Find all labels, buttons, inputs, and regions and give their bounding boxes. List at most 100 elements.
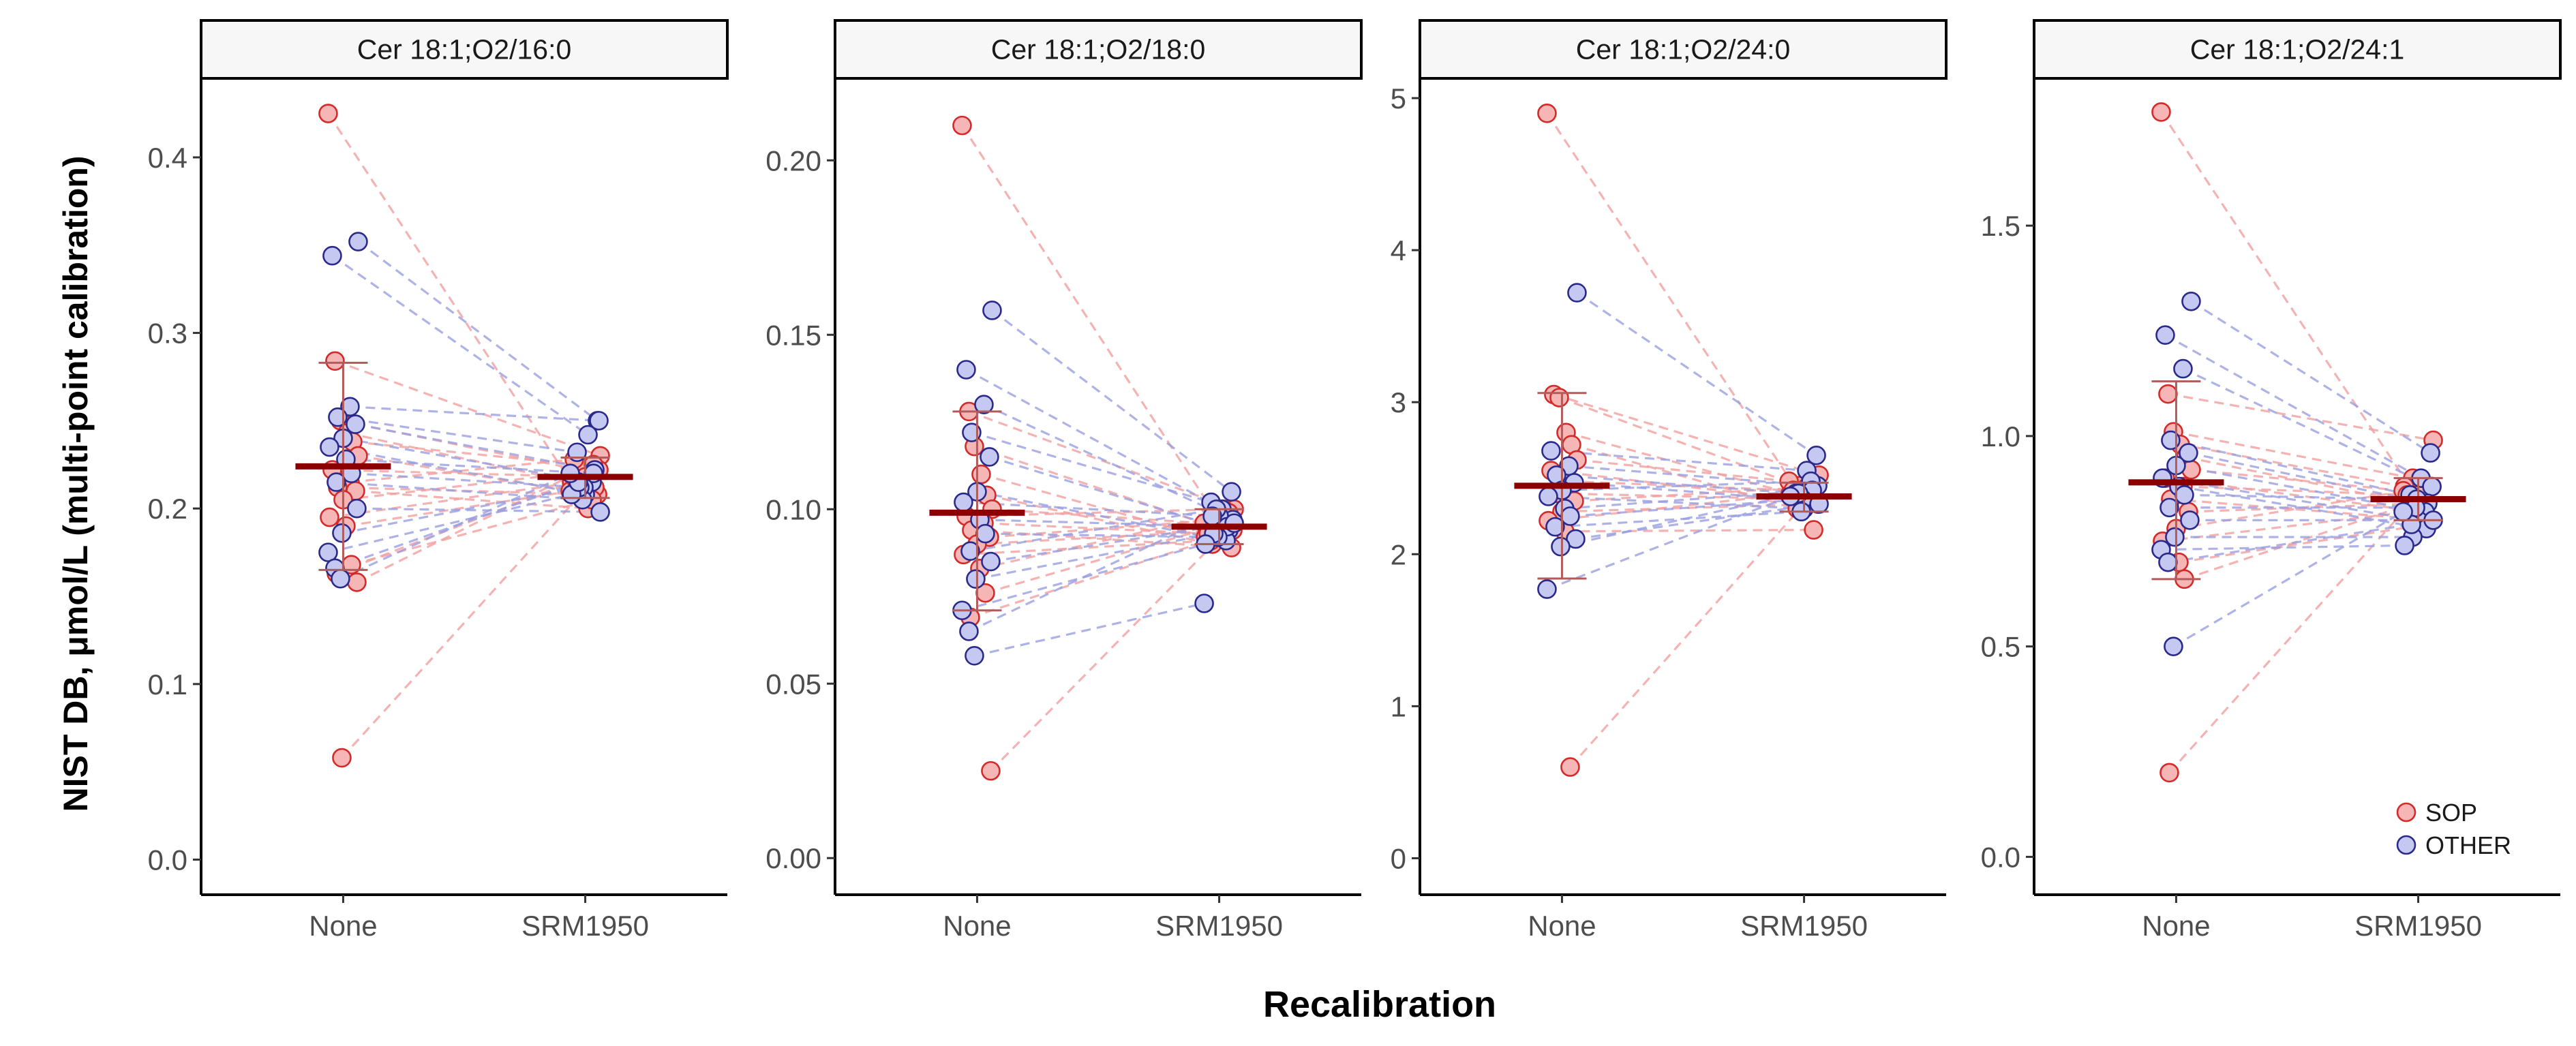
paired-line-other	[2161, 544, 2405, 551]
paired-line-other	[2172, 510, 2404, 648]
point-other	[340, 397, 360, 417]
point-other	[2395, 536, 2414, 555]
x-tick-label: SRM1950	[521, 910, 649, 942]
paired-line-other	[2164, 334, 2422, 480]
paired-line-other	[963, 501, 1219, 518]
paired-line-sop	[992, 508, 1204, 525]
y-tick-label: 0	[1391, 842, 1406, 874]
point-other	[348, 232, 368, 251]
paired-line-other	[342, 486, 580, 534]
paired-line-other	[1574, 481, 1814, 502]
paired-line-other	[337, 416, 577, 454]
point-other	[954, 492, 973, 512]
y-tick-label: 0.15	[766, 319, 821, 351]
x-tick-label: None	[1528, 910, 1596, 942]
paired-line-sop	[1558, 396, 1800, 487]
point-sop	[1537, 104, 1557, 123]
y-tick-label: 0.10	[766, 493, 821, 525]
facet-strip	[1419, 19, 1948, 80]
point-sop	[981, 760, 1001, 781]
paired-line-sop	[341, 490, 585, 759]
x-tick-label: None	[309, 910, 377, 942]
point-other	[1194, 594, 1214, 613]
point-other	[2165, 527, 2185, 547]
point-other	[966, 569, 986, 589]
point-other	[981, 551, 1001, 572]
paired-line-sop	[2191, 468, 2404, 492]
point-other	[2158, 552, 2178, 572]
point-other	[2164, 636, 2183, 656]
point-sop	[347, 572, 367, 592]
panel-1: Cer 18:1;O2/16:0 0.0 0.1 0.2 0.3 0.4 None SRM19…	[148, 19, 729, 942]
point-other	[1539, 487, 1558, 506]
point-other	[2175, 485, 2194, 505]
point-sop	[1804, 520, 1823, 540]
paired-line-other	[975, 532, 1214, 581]
y-tick-label: 0.20	[766, 144, 821, 176]
x-tick-label: SRM1950	[1740, 910, 1868, 942]
y-tick-label: 0.0	[148, 844, 187, 876]
paired-line-other	[331, 254, 589, 436]
paired-line-other	[1570, 498, 1803, 518]
paired-line-other	[336, 480, 583, 501]
paired-line-other	[991, 309, 1232, 493]
paired-line-other	[346, 458, 594, 475]
panel-2: Cer 18:1;O2/18:0 0.00 0.05 0.10 0.15 0.20 None…	[766, 19, 1363, 942]
paired-line-other	[1560, 492, 1799, 548]
paired-line-sop	[1577, 459, 1789, 482]
paired-line-other	[988, 455, 1230, 532]
paired-line-sop	[971, 529, 1232, 549]
paired-line-sop	[335, 476, 586, 575]
x-axis-title: Recalibration	[1263, 984, 1496, 1025]
y-tick-label: 3	[1391, 386, 1406, 418]
point-sop	[971, 464, 991, 484]
y-tick-label: 0.4	[148, 142, 187, 174]
paired-line-sop	[1546, 112, 1802, 497]
y-tick-label: 0.00	[766, 842, 821, 874]
point-other	[1537, 579, 1557, 599]
paired-line-other	[968, 515, 1213, 632]
paired-line-sop	[2179, 523, 2428, 564]
legend-label-sop: SOP	[2425, 799, 2477, 827]
paired-line-sop	[2183, 498, 2426, 581]
point-other	[959, 621, 979, 641]
point-other	[2393, 502, 2413, 522]
point-other	[346, 414, 365, 434]
y-tick-label: 2	[1391, 538, 1406, 570]
point-other	[980, 447, 999, 467]
point-other	[320, 437, 339, 457]
paired-line-sop	[1556, 492, 1817, 501]
paired-line-sop	[332, 468, 590, 478]
point-other	[1806, 445, 1826, 465]
point-other	[2173, 358, 2193, 379]
paired-line-sop	[2173, 431, 2413, 480]
point-other	[956, 360, 976, 380]
point-other	[2422, 476, 2442, 497]
paired-line-other	[350, 405, 599, 422]
point-other	[1541, 441, 1561, 461]
paired-line-sop	[1562, 503, 1818, 513]
point-other	[332, 523, 352, 543]
panel-4: Cer 18:1;O2/24:1 0.0 0.5 1.0 1.5 None SRM1950	[1981, 19, 2562, 942]
y-tick-label: 0.1	[148, 668, 187, 701]
paired-line-sop	[2170, 497, 2431, 521]
paired-line-other	[355, 422, 595, 472]
point-sop	[320, 507, 339, 527]
point-other	[327, 472, 346, 492]
y-tick-label: 0.5	[1981, 631, 2020, 663]
paired-line-sop	[343, 468, 599, 501]
panels: Cer 18:1;O2/16:0 0.0 0.1 0.2 0.3 0.4 None SRM19…	[148, 19, 2562, 942]
point-sop	[325, 351, 345, 371]
paired-line-other	[357, 507, 601, 513]
y-tick-label: 0.05	[766, 668, 821, 700]
paired-line-other	[1562, 480, 1811, 492]
legend: SOP OTHER	[2396, 799, 2511, 859]
paired-line-other	[1555, 510, 1802, 528]
paired-line-other	[974, 602, 1204, 657]
paired-line-other	[970, 508, 1217, 553]
point-sop	[1549, 388, 1569, 407]
y-tick-label: 0.2	[148, 493, 187, 525]
paired-line-sop	[980, 511, 1229, 570]
facet-title: Cer 18:1;O2/24:1	[2190, 34, 2405, 65]
point-other	[1551, 536, 1571, 557]
